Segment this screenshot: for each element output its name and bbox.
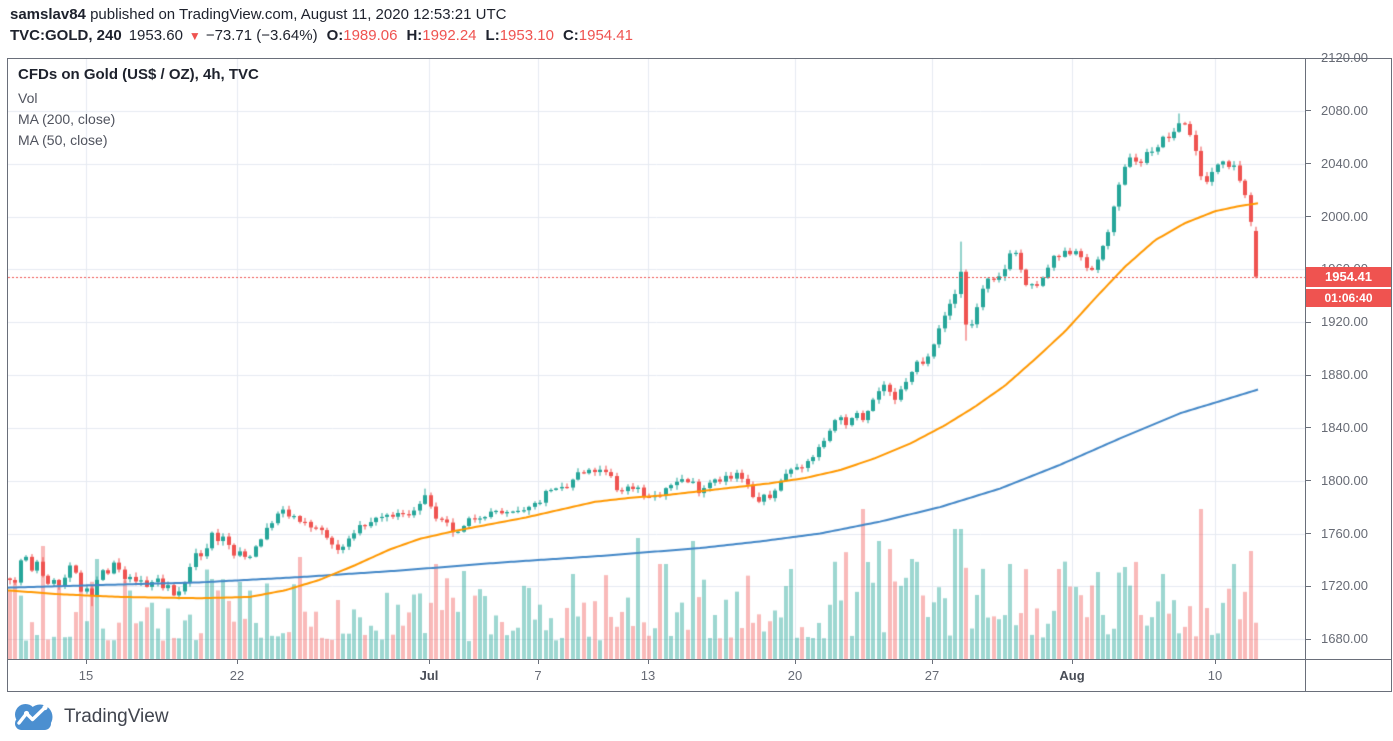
bar-countdown-badge: 01:06:40 [1306,289,1391,307]
high-value: H:1992.24 [406,27,477,44]
time-axis-tick [429,659,430,664]
time-axis-tick [648,659,649,664]
time-axis-label: 7 [534,668,542,683]
publish-text: published on TradingView.com, August 11,… [90,6,507,23]
price-axis-tick [1306,638,1311,640]
price-axis-label: 2120.00 [1321,50,1368,65]
tradingview-attribution[interactable]: TradingView [10,698,169,735]
time-axis-bottom-border [7,691,1392,692]
last-price-badge: 1954.41 [1306,267,1391,287]
publish-info: samslav84 published on TradingView.com, … [10,6,506,23]
price-axis-label: 1800.00 [1321,472,1368,488]
change-value: −73.71 (−3.64%) [205,27,318,44]
time-axis-label: 10 [1207,668,1223,683]
time-axis-label: Aug [1059,668,1085,683]
last-price: 1953.60 [128,27,183,44]
legend-ma50-study[interactable]: MA (50, close) [18,132,108,148]
time-axis-tick [795,659,796,664]
time-axis-label: Jul [419,668,439,683]
time-axis-tick [1072,659,1073,664]
time-axis-tick [932,659,933,664]
price-axis-tick [1306,321,1311,323]
time-axis-tick [86,659,87,664]
price-axis-label: 2000.00 [1321,208,1368,224]
low-value: L:1953.10 [485,27,554,44]
legend-volume-study[interactable]: Vol [18,90,38,106]
time-axis-tick [538,659,539,664]
chart-right-border [1391,58,1392,692]
tradingview-logo-icon [15,704,53,730]
price-chart-canvas[interactable] [8,59,1305,659]
price-axis-label: 1920.00 [1321,314,1368,330]
price-axis-label: 1680.00 [1321,631,1368,647]
symbol-name: TVC:GOLD, 240 [10,27,122,44]
time-axis-tick [237,659,238,664]
price-axis-tick [1306,480,1311,482]
price-axis-label: 2040.00 [1321,155,1368,171]
price-axis-label: 2080.00 [1321,102,1368,118]
time-axis-label: 22 [229,668,245,683]
tradingview-logo-text: TradingView [64,705,169,727]
price-axis-separator [1305,58,1306,692]
price-axis-tick [1306,374,1311,376]
down-arrow-icon: ▼ [188,29,201,43]
price-axis-tick [1306,427,1311,429]
open-value: O:1989.06 [326,27,398,44]
price-axis-tick [1306,163,1311,165]
price-axis-label: 1760.00 [1321,525,1368,541]
close-value: C:1954.41 [562,27,633,44]
legend-symbol-title[interactable]: CFDs on Gold (US$ / OZ), 4h, TVC [18,66,259,83]
chart-top-border [7,58,1392,59]
symbol-status-line: TVC:GOLD, 240 1953.60 ▼ −73.71 (−3.64%) O:19… [10,27,633,44]
price-axis[interactable]: 2120.002080.002040.002000.001960.001920.… [1306,50,1392,659]
price-axis-label: 1880.00 [1321,367,1368,382]
price-axis-tick [1306,216,1311,217]
price-axis-label: 1720.00 [1321,578,1368,594]
time-axis-label: 15 [78,668,94,683]
time-axis-label: 20 [787,668,803,683]
time-axis-label: 13 [640,668,656,683]
price-axis-tick [1306,110,1311,112]
price-axis-tick [1306,57,1311,59]
chart-bottom-border [7,659,1392,660]
time-axis-tick [1215,659,1216,664]
chart-legend: CFDs on Gold (US$ / OZ), 4h, TVC Vol MA … [18,66,259,151]
legend-ma200-study[interactable]: MA (200, close) [18,111,116,127]
username: samslav84 [10,6,86,23]
price-axis-label: 1840.00 [1321,419,1368,435]
chart-left-border [7,58,8,692]
time-axis-label: 27 [924,668,940,683]
price-axis-tick [1306,533,1311,535]
time-axis[interactable]: 15 22 Jul 7 13 20 27 Aug 10 [7,659,1305,692]
price-axis-tick [1306,585,1311,587]
